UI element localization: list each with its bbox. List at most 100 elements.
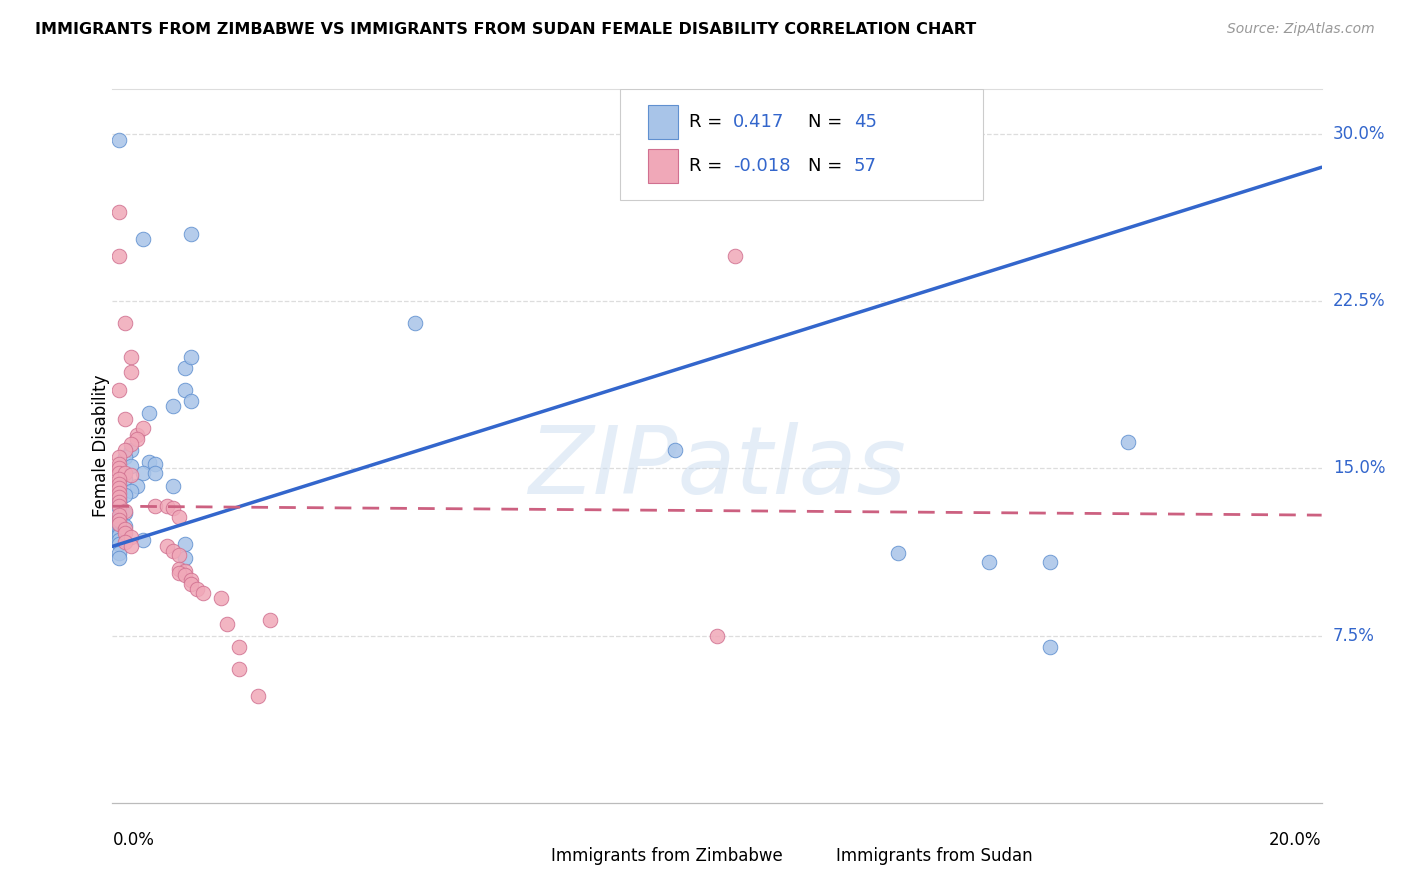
Point <box>125 479 148 493</box>
Point <box>114 519 136 533</box>
Point <box>125 433 148 447</box>
Point <box>180 573 202 587</box>
Point <box>120 443 142 458</box>
Text: Source: ZipAtlas.com: Source: ZipAtlas.com <box>1227 22 1375 37</box>
Point <box>107 133 129 147</box>
FancyBboxPatch shape <box>620 89 983 200</box>
Point <box>724 249 747 264</box>
Text: -0.018: -0.018 <box>733 157 790 175</box>
Text: Immigrants from Zimbabwe: Immigrants from Zimbabwe <box>551 847 783 865</box>
Point <box>132 231 155 245</box>
Text: 15.0%: 15.0% <box>1333 459 1385 477</box>
Text: R =: R = <box>689 113 728 131</box>
Point <box>132 466 155 480</box>
Point <box>156 539 179 553</box>
Text: ZIPatlas: ZIPatlas <box>529 422 905 513</box>
Point <box>114 534 136 549</box>
Point <box>107 517 129 532</box>
Point <box>167 510 190 524</box>
Point <box>228 662 250 676</box>
Point <box>107 550 129 565</box>
Point <box>143 500 166 514</box>
Point <box>174 550 197 565</box>
Point <box>114 450 136 465</box>
Point <box>167 566 190 581</box>
Point <box>114 521 136 535</box>
Point <box>404 317 426 331</box>
Point <box>977 555 1000 569</box>
Point <box>107 204 129 219</box>
Point <box>706 628 728 642</box>
Text: 7.5%: 7.5% <box>1333 626 1375 645</box>
Point <box>107 546 129 560</box>
Point <box>1038 640 1062 654</box>
Point <box>180 350 202 364</box>
Point <box>209 591 232 605</box>
Point <box>114 443 136 458</box>
Point <box>120 436 142 450</box>
Text: N =: N = <box>807 113 848 131</box>
Point <box>120 350 142 364</box>
Y-axis label: Female Disability: Female Disability <box>93 375 110 517</box>
Point <box>107 466 129 480</box>
Point <box>132 533 155 547</box>
Point <box>120 459 142 474</box>
Text: 57: 57 <box>853 157 877 175</box>
Point <box>107 512 129 526</box>
Point <box>107 515 129 529</box>
Point <box>107 521 129 535</box>
Point <box>107 508 129 523</box>
Point <box>132 421 155 435</box>
Point <box>114 503 136 517</box>
Point <box>162 543 184 558</box>
Bar <box>648 149 678 184</box>
Point <box>107 533 129 547</box>
Text: 45: 45 <box>853 113 877 131</box>
Point <box>167 548 190 563</box>
Point <box>107 490 129 504</box>
Point <box>107 501 129 516</box>
Point <box>887 546 910 560</box>
Point <box>120 539 142 553</box>
Point <box>174 384 197 398</box>
Text: N =: N = <box>807 157 848 175</box>
Point <box>114 317 136 331</box>
Point <box>174 564 197 578</box>
Point <box>180 227 202 241</box>
Point <box>143 457 166 471</box>
Point <box>114 412 136 426</box>
Point <box>1038 555 1062 569</box>
Point <box>107 497 129 511</box>
Point <box>180 577 202 591</box>
Bar <box>499 844 541 869</box>
Point <box>114 526 136 541</box>
Point <box>246 689 269 703</box>
Text: 0.0%: 0.0% <box>112 831 155 849</box>
Point <box>664 443 686 458</box>
Point <box>162 479 184 493</box>
Point <box>107 526 129 541</box>
Text: R =: R = <box>689 157 728 175</box>
Point <box>114 466 136 480</box>
Point <box>191 586 214 600</box>
Point <box>120 467 142 482</box>
Point <box>167 562 190 576</box>
Text: 20.0%: 20.0% <box>1270 831 1322 849</box>
Point <box>174 360 197 375</box>
Point <box>156 500 179 514</box>
Point <box>114 473 136 487</box>
Text: 30.0%: 30.0% <box>1333 125 1385 143</box>
Point <box>174 568 197 582</box>
Point <box>107 500 129 514</box>
Point <box>125 427 148 442</box>
Text: Immigrants from Sudan: Immigrants from Sudan <box>835 847 1032 865</box>
Point <box>120 483 142 498</box>
Point <box>107 492 129 507</box>
Point <box>107 494 129 508</box>
Point <box>217 617 239 632</box>
Point <box>107 384 129 398</box>
Point <box>114 488 136 502</box>
Bar <box>648 105 678 139</box>
Point <box>107 510 129 524</box>
Point <box>174 537 197 551</box>
